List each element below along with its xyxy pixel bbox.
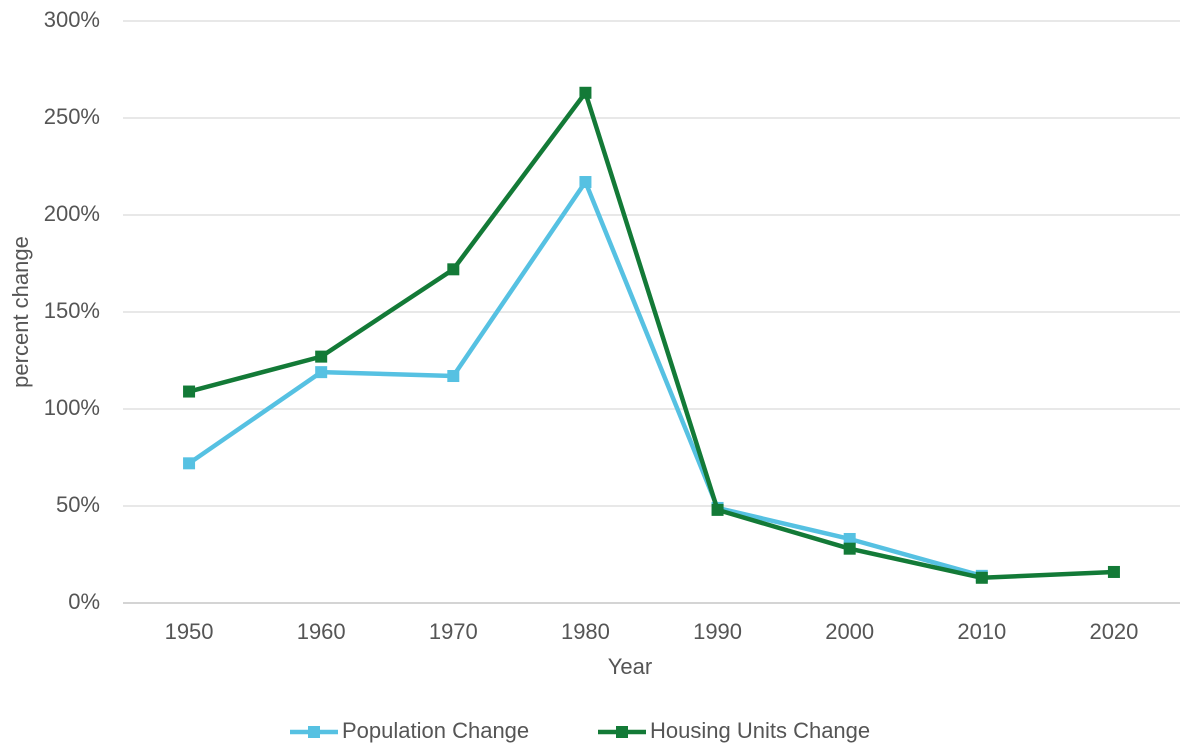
marker <box>1107 565 1120 578</box>
x-axis-label: Year <box>608 654 652 679</box>
y-tick-label: 250% <box>44 104 100 129</box>
x-tick-label: 1970 <box>429 619 478 644</box>
marker <box>579 86 592 99</box>
marker <box>183 385 196 398</box>
series-line <box>187 179 983 579</box>
marker <box>315 366 328 379</box>
series-line <box>188 90 1115 581</box>
x-tick-label: 1980 <box>561 619 610 644</box>
legend-marker <box>616 726 628 738</box>
x-tick-label: 2020 <box>1089 619 1138 644</box>
marker <box>975 571 988 584</box>
marker <box>579 176 592 189</box>
x-tick-label: 1990 <box>693 619 742 644</box>
marker <box>843 542 856 555</box>
y-tick-label: 200% <box>44 201 100 226</box>
legend-label: Housing Units Change <box>650 718 870 743</box>
marker <box>447 370 460 383</box>
y-tick-label: 100% <box>44 395 100 420</box>
marker <box>315 350 328 363</box>
marker <box>843 532 856 545</box>
marker <box>447 263 460 276</box>
legend-marker <box>308 726 320 738</box>
marker <box>183 457 196 470</box>
y-tick-label: 300% <box>44 7 100 32</box>
y-tick-label: 150% <box>44 298 100 323</box>
x-tick-label: 2000 <box>825 619 874 644</box>
y-axis-label: percent change <box>8 236 33 388</box>
x-tick-label: 1950 <box>165 619 214 644</box>
legend-label: Population Change <box>342 718 529 743</box>
x-tick-label: 2010 <box>957 619 1006 644</box>
y-tick-label: 50% <box>56 492 100 517</box>
y-tick-label: 0% <box>68 589 100 614</box>
marker <box>711 503 724 516</box>
x-tick-label: 1960 <box>297 619 346 644</box>
